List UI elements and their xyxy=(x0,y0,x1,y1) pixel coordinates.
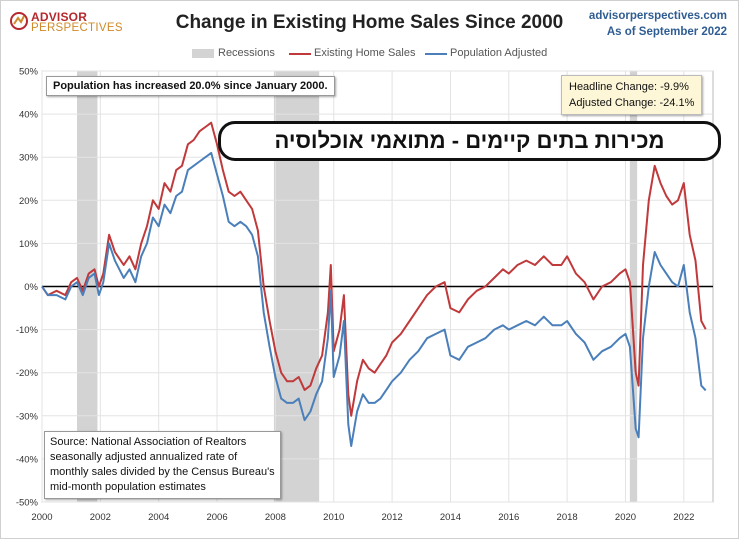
logo-mark-icon xyxy=(10,12,28,30)
hebrew-overlay-caption: מכירות בתים קיימים - מתואמי אוכלוסיה xyxy=(218,121,721,161)
x-tick-label: 2012 xyxy=(382,512,403,523)
x-tick-label: 2000 xyxy=(31,512,52,523)
legend-existing-swatch xyxy=(289,53,311,55)
advisor-perspectives-logo: ADVISOR PERSPECTIVES xyxy=(10,10,130,40)
x-tick-label: 2020 xyxy=(615,512,636,523)
y-tick-label: -10% xyxy=(16,325,39,336)
y-tick-label: 30% xyxy=(19,153,39,164)
y-tick-label: -20% xyxy=(16,368,39,379)
y-tick-label: 0% xyxy=(24,282,38,293)
x-tick-label: 2010 xyxy=(323,512,344,523)
legend-adjusted-label: Population Adjusted xyxy=(450,47,548,59)
x-tick-label: 2006 xyxy=(206,512,227,523)
legend-existing-label: Existing Home Sales xyxy=(314,47,416,59)
site-url: advisorperspectives.com xyxy=(588,10,727,22)
logo-line-1: ADVISOR xyxy=(31,10,88,24)
headline-change: Headline Change: -9.9% xyxy=(569,81,689,93)
logo-line-2: PERSPECTIVES xyxy=(31,22,123,34)
y-tick-label: 20% xyxy=(19,196,39,207)
legend-adjusted-swatch xyxy=(425,53,447,55)
x-tick-label: 2022 xyxy=(673,512,694,523)
site-info: advisorperspectives.com As of September … xyxy=(589,8,727,40)
x-tick-label: 2014 xyxy=(440,512,461,523)
y-tick-label: -50% xyxy=(16,498,39,509)
source-note: Source: National Association of Realtors… xyxy=(44,431,281,499)
y-tick-label: 50% xyxy=(19,67,39,78)
change-summary-box: Headline Change: -9.9% Adjusted Change: … xyxy=(561,75,703,115)
chart-title: Change in Existing Home Sales Since 2000 xyxy=(175,12,564,33)
x-tick-label: 2008 xyxy=(265,512,286,523)
y-tick-label: 10% xyxy=(19,239,39,250)
series-line-population-adjusted xyxy=(41,151,707,447)
x-tick-label: 2002 xyxy=(90,512,111,523)
population-note: Population has increased 20.0% since Jan… xyxy=(46,76,335,96)
legend-recessions-label: Recessions xyxy=(218,47,275,59)
y-tick-label: -30% xyxy=(16,411,39,422)
series-line-existing-home-sales xyxy=(41,121,707,417)
legend-recessions-swatch xyxy=(192,49,214,58)
x-tick-label: 2016 xyxy=(498,512,519,523)
x-tick-label: 2018 xyxy=(557,512,578,523)
adjusted-change: Adjusted Change: -24.1% xyxy=(569,97,695,109)
site-date: As of September 2022 xyxy=(606,26,727,38)
y-tick-label: 40% xyxy=(19,110,39,121)
x-tick-label: 2004 xyxy=(148,512,169,523)
y-tick-label: -40% xyxy=(16,454,39,465)
